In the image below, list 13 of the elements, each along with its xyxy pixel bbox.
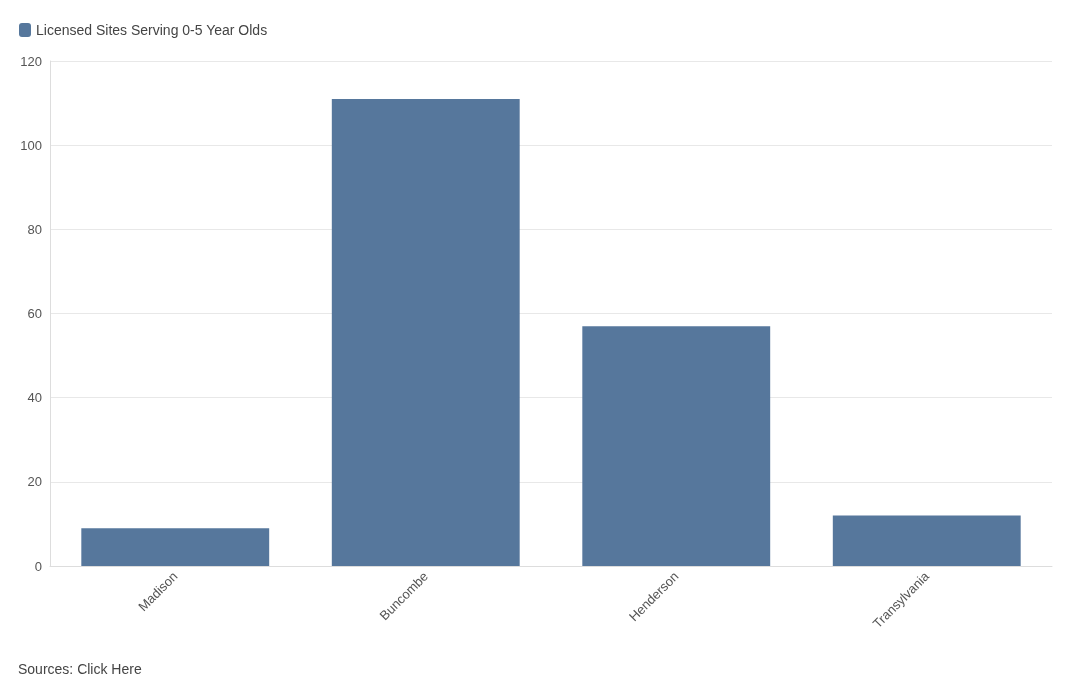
bar [331, 98, 520, 566]
y-tick-label: 20 [27, 474, 42, 490]
y-tick-label: 120 [20, 53, 42, 69]
y-tick-label: 80 [27, 221, 42, 237]
legend-label: Licensed Sites Serving 0-5 Year Olds [36, 22, 268, 38]
y-tick-label: 100 [20, 137, 42, 153]
bar [582, 326, 771, 566]
y-tick-label: 0 [34, 558, 42, 574]
bar [81, 528, 270, 566]
y-tick-label: 40 [27, 390, 42, 406]
y-tick-label: 60 [27, 306, 42, 321]
source-note: Sources: Click Here [18, 661, 142, 677]
bar [832, 515, 1021, 566]
